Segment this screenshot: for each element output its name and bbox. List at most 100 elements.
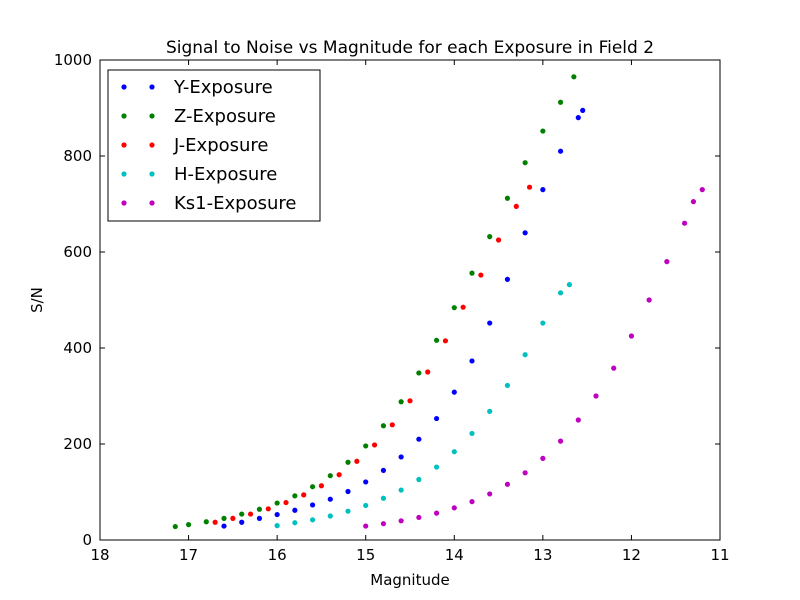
data-points (172, 74, 705, 530)
legend: Y-Exposure Z-Exposure J-Exposure H-Exposure… (107, 69, 321, 222)
data-point (398, 518, 404, 524)
data-point (398, 454, 404, 460)
x-tick-label: 17 (179, 546, 198, 564)
data-point (354, 458, 360, 464)
data-point (504, 276, 511, 282)
legend-marker (149, 142, 155, 148)
data-point (451, 305, 457, 311)
plot-frame (99, 59, 721, 541)
legend-marker (149, 200, 155, 206)
legend-marker (121, 171, 127, 177)
data-point (363, 443, 369, 449)
data-point (274, 511, 280, 518)
data-point (327, 513, 333, 519)
data-point (274, 523, 280, 529)
data-point (451, 505, 457, 511)
data-point (664, 259, 670, 265)
data-point (478, 272, 484, 278)
data-point (526, 184, 533, 190)
data-point (495, 237, 502, 243)
data-point (522, 352, 528, 358)
x-tick-label: 13 (533, 546, 552, 564)
data-point (239, 511, 245, 517)
y-tick-label: 600 (63, 243, 92, 261)
data-point (345, 488, 351, 495)
data-point (460, 304, 466, 310)
data-point (185, 522, 192, 528)
data-point (416, 370, 422, 376)
data-point (513, 203, 519, 209)
data-point (628, 333, 635, 339)
data-point (469, 499, 475, 505)
data-point (380, 495, 387, 501)
data-point (398, 487, 404, 493)
data-point (345, 459, 351, 465)
data-point (433, 337, 440, 343)
data-point (540, 128, 546, 134)
data-point (699, 187, 705, 193)
data-point (681, 220, 688, 226)
data-point (212, 519, 218, 525)
data-point (575, 115, 581, 121)
data-point (646, 297, 652, 303)
x-tick-label: 14 (445, 546, 464, 564)
data-point (557, 438, 564, 444)
data-point (557, 148, 564, 154)
data-point (274, 500, 280, 506)
data-point (469, 270, 475, 276)
data-point (292, 520, 298, 526)
data-point (487, 491, 493, 497)
data-point (327, 496, 333, 502)
data-point (416, 514, 422, 521)
legend-marker (149, 113, 155, 119)
data-point (371, 442, 378, 448)
x-tick-label: 16 (268, 546, 287, 564)
data-point (407, 398, 413, 404)
y-tick-label: 0 (82, 531, 92, 549)
data-point (380, 521, 387, 527)
legend-marker (121, 200, 127, 206)
series-j-exposurepoints (212, 184, 533, 525)
data-point (221, 515, 227, 522)
data-point (283, 499, 289, 506)
data-point (580, 107, 586, 113)
series-ks1-exposurepoints (363, 187, 705, 529)
x-tick-label: 11 (710, 546, 729, 564)
data-point (487, 234, 493, 240)
data-point (575, 417, 581, 423)
data-point (363, 523, 369, 529)
data-point (433, 464, 440, 470)
data-point (469, 430, 475, 437)
data-point (504, 382, 511, 389)
legend-marker (149, 171, 155, 177)
data-point (504, 195, 511, 201)
x-tick-label: 12 (622, 546, 641, 564)
y-tick-label: 200 (63, 435, 92, 453)
data-point (318, 483, 325, 489)
data-point (398, 399, 404, 405)
data-point (451, 389, 457, 395)
legend-marker (149, 84, 155, 90)
data-point (540, 455, 546, 461)
y-axis-label: S/N (28, 287, 46, 313)
x-tick-label: 15 (356, 546, 375, 564)
data-point (425, 369, 431, 375)
axis-ticks: 18 17 16 15 14 13 12 11 0 200 400 600 800 1000 (54, 51, 730, 564)
data-point (363, 479, 369, 485)
legend-label: Z-Exposure (174, 106, 276, 127)
data-point (611, 365, 617, 371)
data-point (363, 502, 369, 509)
data-point (433, 510, 440, 516)
series-h-exposurepoints (274, 282, 573, 529)
data-point (469, 358, 475, 364)
data-point (442, 338, 449, 344)
data-point (487, 408, 493, 414)
legend-label: Ks1-Exposure (174, 193, 296, 214)
data-point (345, 508, 351, 514)
data-point (301, 492, 307, 498)
y-tick-label: 400 (63, 339, 92, 357)
legend-box (107, 69, 321, 222)
data-point (380, 467, 387, 473)
